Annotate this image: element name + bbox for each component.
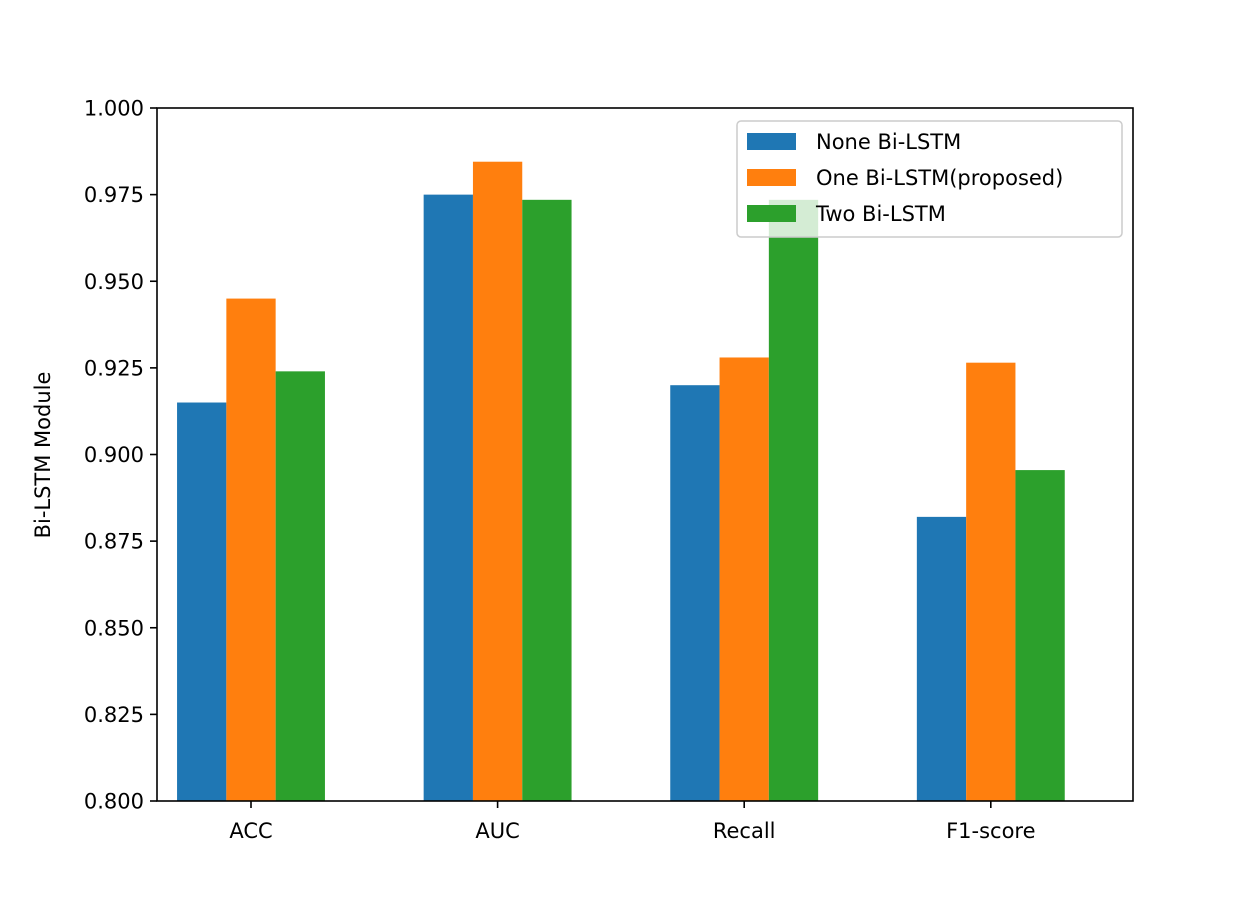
bar-acc-series-2: [226, 298, 276, 801]
bar-acc-series-1: [177, 402, 227, 801]
bar-f1-score-series-2: [966, 362, 1016, 801]
y-tick-label: 0.825: [84, 703, 144, 727]
y-tick-label: 1.000: [84, 97, 144, 121]
legend-box: [736, 120, 1123, 238]
y-tick-label: 0.925: [84, 356, 144, 380]
legend-label-1: None Bi-LSTM: [816, 130, 961, 154]
x-tick-label: Recall: [713, 819, 776, 843]
y-tick-label: 0.975: [84, 183, 144, 207]
legend-label-2: One Bi-LSTM(proposed): [816, 166, 1063, 190]
bar-acc-series-3: [275, 371, 325, 801]
bar-recall-series-1: [670, 385, 720, 801]
y-tick-label: 0.900: [84, 443, 144, 467]
bar-auc-series-3: [522, 199, 572, 801]
bar-auc-series-2: [472, 161, 523, 801]
y-tick-label: 0.875: [84, 530, 144, 554]
bars-layer: [177, 161, 1065, 801]
legend-swatch-2: [747, 169, 796, 186]
bar-recall-series-3: [768, 199, 819, 801]
legend-label-3: Two Bi-LSTM: [815, 202, 946, 226]
x-tick-label: ACC: [229, 819, 272, 843]
x-tick-label: AUC: [475, 819, 519, 843]
axes-layer: 0.800 0.825 0.850 0.875 0.900 0.925 0.950 0.975…: [84, 97, 1134, 843]
bar-auc-series-1: [423, 194, 473, 801]
legend: None Bi-LSTM One Bi-LSTM(proposed) Two Bi-…: [736, 120, 1123, 238]
bar-f1-score-series-3: [1015, 470, 1065, 801]
y-tick-label: 0.800: [84, 790, 144, 814]
y-axis-title: Bi-LSTM Module: [31, 372, 55, 539]
x-tick-label: F1-score: [946, 819, 1035, 843]
legend-swatch-3: [747, 205, 796, 222]
y-tick-label: 0.950: [84, 270, 144, 294]
y-tick-label: 0.850: [84, 616, 144, 640]
bar-recall-series-2: [719, 357, 769, 801]
bar-f1-score-series-1: [916, 516, 967, 801]
legend-swatch-1: [747, 133, 796, 150]
